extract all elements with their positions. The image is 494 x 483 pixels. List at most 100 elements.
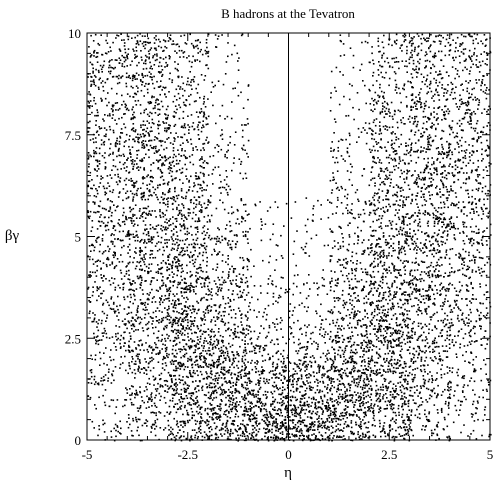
scatter-point <box>170 378 173 381</box>
scatter-point <box>415 310 418 313</box>
scatter-point <box>274 326 276 328</box>
scatter-point <box>360 289 363 292</box>
scatter-point <box>402 371 404 374</box>
scatter-point <box>431 381 433 384</box>
scatter-point <box>347 382 350 385</box>
scatter-point <box>382 425 385 427</box>
scatter-point <box>323 375 325 377</box>
scatter-point <box>398 324 400 327</box>
scatter-point <box>186 387 189 390</box>
scatter-point <box>206 412 209 415</box>
scatter-point <box>284 370 286 373</box>
scatter-point <box>129 335 132 337</box>
scatter-point <box>331 364 333 366</box>
scatter-point <box>472 413 474 416</box>
scatter-point <box>212 409 215 411</box>
scatter-point <box>124 324 127 326</box>
scatter-point <box>374 435 377 438</box>
scatter-point <box>168 305 170 308</box>
scatter-point <box>162 319 164 322</box>
scatter-point <box>407 405 410 408</box>
scatter-point <box>136 429 138 432</box>
scatter-point <box>423 382 426 384</box>
scatter-point <box>351 331 353 333</box>
scatter-point <box>190 398 192 400</box>
scatter-point <box>249 420 252 423</box>
scatter-point <box>418 353 420 356</box>
scatter-point <box>318 366 321 368</box>
scatter-point <box>435 357 437 360</box>
scatter-point <box>303 356 306 358</box>
scatter-point <box>379 324 382 327</box>
scatter-point <box>146 309 148 311</box>
scatter-point <box>192 371 194 374</box>
scatter-point <box>265 394 267 396</box>
scatter-point <box>300 404 302 407</box>
scatter-point <box>402 293 404 295</box>
scatter-point <box>296 412 299 415</box>
scatter-point <box>443 416 446 419</box>
scatter-point <box>437 421 440 424</box>
scatter-point <box>426 418 428 421</box>
scatter-point <box>424 290 427 292</box>
scatter-point <box>363 422 366 425</box>
scatter-point <box>317 406 320 408</box>
scatter-point <box>425 336 427 338</box>
scatter-point <box>380 375 383 377</box>
scatter-point <box>351 299 354 302</box>
scatter-point <box>305 364 307 367</box>
scatter-point <box>191 411 194 413</box>
scatter-point <box>140 302 142 305</box>
scatter-point <box>212 407 214 410</box>
scatter-point <box>138 434 140 437</box>
scatter-point <box>289 303 292 305</box>
scatter-point <box>209 293 211 296</box>
scatter-point <box>109 356 111 358</box>
scatter-point <box>293 321 295 324</box>
scatter-point <box>425 399 427 401</box>
scatter-point <box>312 331 314 334</box>
scatter-point <box>175 332 178 335</box>
scatter-point <box>379 280 382 283</box>
scatter-point <box>237 434 239 437</box>
scatter-point <box>436 372 438 374</box>
scatter-point <box>266 419 269 422</box>
scatter-point <box>341 325 343 327</box>
scatter-point <box>362 411 365 414</box>
scatter-point <box>446 337 448 340</box>
scatter-point <box>250 437 252 440</box>
scatter-point <box>376 300 378 302</box>
scatter-point <box>246 423 248 426</box>
scatter-point <box>374 281 377 284</box>
scatter-point <box>294 424 297 426</box>
scatter-point <box>234 415 237 418</box>
scatter-point <box>166 411 168 414</box>
scatter-point <box>416 289 419 292</box>
scatter-point <box>139 283 141 286</box>
scatter-point <box>248 372 251 374</box>
scatter-point <box>298 338 300 341</box>
scatter-point <box>172 318 175 321</box>
scatter-point <box>272 396 274 399</box>
scatter-point <box>314 361 317 364</box>
scatter-point <box>380 316 382 318</box>
scatter-point <box>166 315 169 317</box>
scatter-point <box>365 414 367 417</box>
scatter-point <box>364 315 366 318</box>
scatter-point <box>322 420 324 423</box>
scatter-point <box>108 279 111 282</box>
scatter-point <box>350 432 353 435</box>
scatter-point <box>390 332 392 334</box>
scatter-point <box>308 434 310 437</box>
scatter-point <box>220 368 223 371</box>
scatter-point <box>134 282 136 284</box>
scatter-point <box>261 418 263 421</box>
scatter-point <box>118 326 121 328</box>
scatter-point <box>355 362 358 365</box>
scatter-point <box>241 385 243 388</box>
scatter-point <box>272 322 274 324</box>
scatter-point <box>322 352 325 355</box>
scatter-point <box>350 399 353 402</box>
scatter-point <box>230 282 232 284</box>
scatter-point <box>378 348 381 350</box>
